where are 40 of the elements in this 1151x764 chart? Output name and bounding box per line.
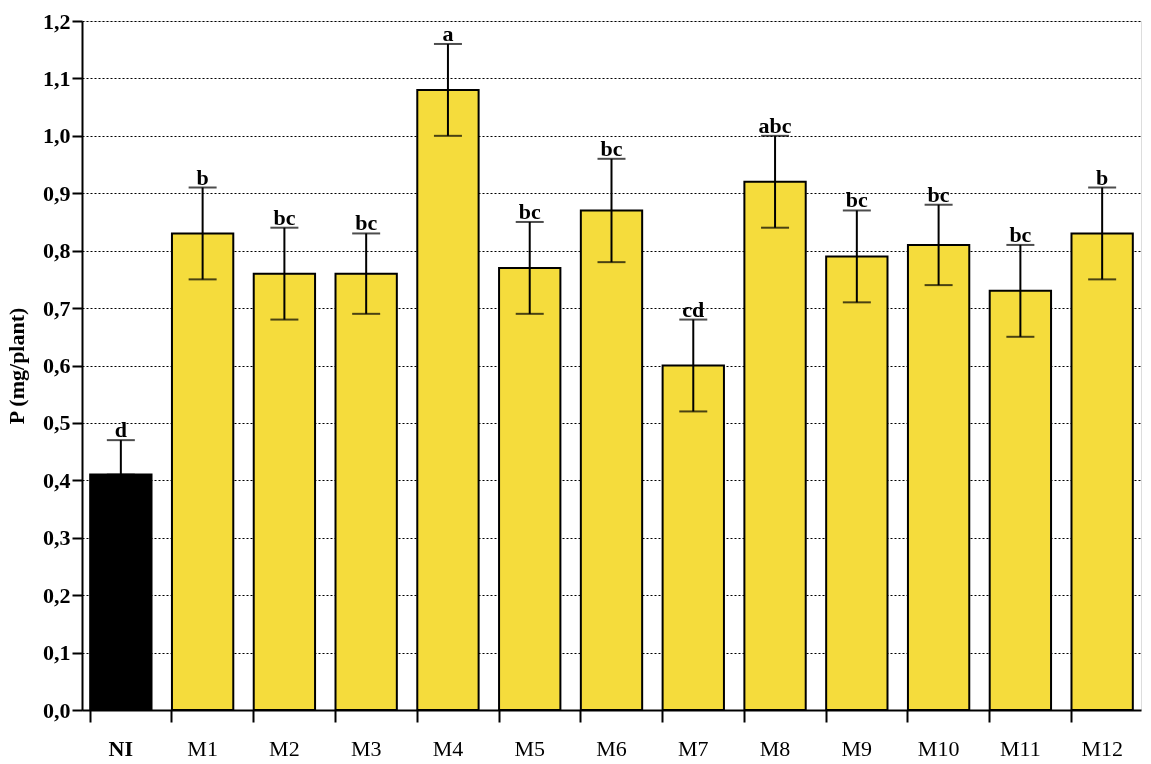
y-tick-label: 0,1 (43, 640, 71, 666)
annotation: bc (355, 210, 378, 236)
annotation: bc (518, 198, 541, 224)
annotation: bc (600, 135, 623, 161)
y-tick-label: 1,2 (43, 8, 71, 34)
y-tick-label: 0,9 (43, 180, 71, 206)
y-tick-label: 0,5 (43, 410, 71, 436)
x-tick-label: M8 (759, 735, 791, 761)
x-tick-label: NI (108, 735, 134, 761)
annotation: abc (758, 112, 792, 138)
x-tick-label: M1 (187, 735, 218, 761)
y-tick-label: 1,0 (43, 123, 71, 149)
y-tick-label: 0,0 (43, 697, 71, 723)
x-tick-label: M12 (1081, 735, 1123, 761)
y-tick-label: 0,8 (43, 238, 71, 264)
y-tick-label: 0,4 (43, 467, 71, 493)
x-tick-label: M9 (841, 735, 873, 761)
x-tick-label: M10 (917, 735, 960, 761)
annotation: bc (273, 204, 296, 230)
annotation: bc (1009, 221, 1032, 247)
x-tick-label: M6 (596, 735, 627, 761)
y-tick-label: 0,2 (43, 582, 71, 608)
y-tick-label: 1,1 (43, 65, 71, 91)
x-tick-label: M7 (677, 735, 709, 761)
x-tick-label: M11 (1000, 735, 1041, 761)
y-tick-label: 0,7 (43, 295, 71, 321)
x-tick-label: M2 (269, 735, 300, 761)
x-tick-label: M4 (432, 735, 464, 761)
annotation: d (114, 417, 127, 443)
annotation: cd (682, 296, 705, 322)
annotation: b (196, 164, 209, 190)
y-tick-label: 0,3 (43, 525, 71, 551)
y-axis-title: P (mg/plant) (4, 307, 29, 425)
annotation: a (442, 20, 454, 46)
annotation: bc (845, 187, 869, 213)
x-tick-label: M3 (350, 735, 382, 761)
annotation: bc (927, 181, 950, 207)
x-tick-label: M5 (514, 735, 546, 761)
y-tick-label: 0,6 (43, 353, 71, 378)
annotation: b (1096, 164, 1109, 190)
